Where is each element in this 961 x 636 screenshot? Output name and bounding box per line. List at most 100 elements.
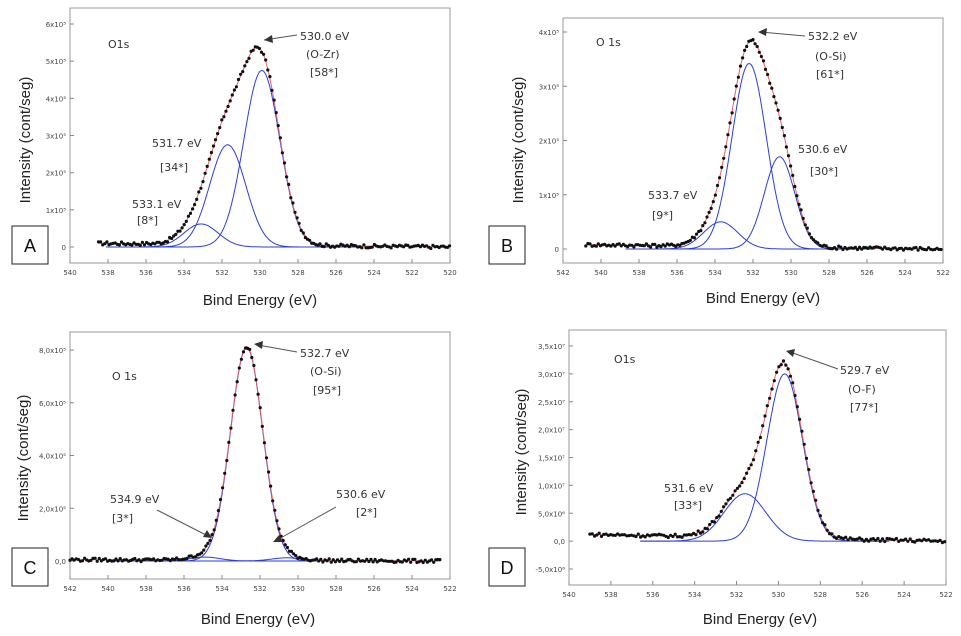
panel-c-data-point [103, 557, 108, 561]
panel-a-data-point [251, 48, 255, 52]
panel-c-data-point [273, 508, 277, 512]
panel-d-data-point [811, 489, 816, 493]
panel-a-data-point [259, 50, 264, 54]
panel-d-data-point [793, 393, 797, 398]
panel-d-data-point [913, 540, 917, 544]
panel-d-y-tick-label: 3,5x10⁷ [538, 343, 565, 351]
panel-a-data-point [105, 240, 109, 244]
panel-d-data-point [754, 449, 758, 453]
panel-c-data-point [248, 347, 252, 351]
panel-c-data-point [210, 533, 214, 537]
panel-b-data-point [713, 193, 718, 197]
panel-a-data-point [211, 144, 216, 148]
panel-d-y-tick-label: 0,0 [554, 538, 565, 546]
panel-b-data-point [732, 97, 736, 101]
panel-d-data-point [876, 536, 880, 541]
panel-c-data-point [233, 393, 237, 397]
panel-a-data-point [285, 175, 289, 179]
panel-c-data-point [333, 560, 337, 564]
panel-a-data-point [318, 242, 322, 246]
panel-a-data-point [301, 231, 305, 235]
panel-a-peak1-energy: 530.0 eV [300, 30, 350, 43]
panel-b-data-point [761, 59, 766, 63]
panel-b-data-point [816, 241, 820, 245]
panel-d-data-point [745, 471, 749, 475]
panel-b-data-point [584, 244, 588, 248]
panel-a-y-axis-label: Intensity (cont/seg) [17, 77, 34, 204]
panel-b-data-point [759, 54, 764, 59]
panel-b-arrow [759, 31, 806, 37]
panel-d-data-point [590, 532, 594, 536]
panel-d-title: O1s [614, 353, 636, 366]
panel-d-data-point [634, 534, 638, 539]
panel-a-peak2-energy: 531.7 eV [152, 137, 202, 150]
panel-d-peak1-bond: (O-F) [848, 383, 876, 396]
panel-b-data-point [839, 245, 843, 249]
panel-b-data-point [649, 245, 653, 249]
panel-b-data-point [692, 236, 697, 240]
panel-b-data-point [642, 244, 646, 248]
panel-b-arrowhead [758, 28, 767, 36]
panel-d-data-point [931, 539, 935, 543]
panel-a-y-tick-label: 0 [62, 244, 66, 252]
panel-c-data-point [409, 560, 413, 564]
panel-b-data-point [659, 245, 663, 249]
panel-b-data-point [855, 247, 860, 252]
panel-d-data-point [908, 537, 912, 541]
panel-a-letter-box [11, 225, 49, 265]
panel-c-data-point [225, 458, 229, 463]
panel-d-data-point [795, 405, 799, 409]
panel-d-data-point [899, 538, 903, 542]
panel-a-peak3-energy: 533.1 eV [132, 198, 182, 211]
panel-d-data-point [763, 414, 767, 418]
panel-b-data-point [939, 247, 943, 252]
panel-c-data-point [223, 471, 227, 475]
panel-c-peak1-energy: 532.7 eV [300, 347, 350, 360]
panel-a-x-tick-label: 524 [367, 269, 381, 277]
panel-a-data-point [322, 245, 326, 249]
panel-d-data-point [818, 514, 822, 518]
panel-d-data-point [756, 440, 760, 444]
panel-b-x-tick-labels: 542 540 538 536 534 532 530 528 526 524 522 [556, 269, 949, 277]
panel-c-data-point [354, 560, 358, 564]
panel-b-data-point [718, 176, 722, 180]
panel-d-data-point [694, 533, 698, 537]
panel-b-data-point [799, 208, 803, 212]
panel-a-x-tick-label: 520 [443, 269, 456, 277]
panel-b-data-point [743, 48, 747, 53]
panel-c-data-point [231, 408, 235, 412]
panel-b-peak3-energy: 533.7 eV [648, 189, 698, 202]
panel-a-data-point [295, 216, 299, 220]
panel-d-data-point [733, 489, 737, 493]
panel-a-data-point [236, 77, 241, 82]
panel-a-y-tick-label: 2x10⁵ [46, 170, 67, 178]
panel-a-data-point [289, 196, 293, 200]
panel-b-data-point [776, 108, 780, 112]
panel-d-data-point [761, 424, 765, 428]
panel-d-component-peak-2 [640, 373, 890, 542]
panel-d-data-point [689, 533, 693, 537]
panel-a-data-point [230, 93, 234, 97]
panel-d-data-point [798, 417, 802, 421]
panel-b-data-point [730, 111, 734, 115]
panel-b-data-point [797, 202, 801, 206]
panel-d-arrow [789, 351, 839, 370]
panel-d-y-axis-label: Intensity (cont/seg) [513, 389, 530, 516]
panel-a-title: O1s [108, 38, 130, 51]
panel-c-arrow-right [276, 506, 337, 541]
panel-c-data-point [432, 560, 436, 564]
panel-d-x-tick-label: 536 [646, 591, 660, 599]
panel-a-y-tick-label: 6x10⁵ [46, 21, 67, 29]
panel-c-data-point [283, 543, 287, 547]
panel-c-x-tick-label: 532 [253, 585, 266, 593]
panel-d-data-point [768, 396, 772, 400]
panel-b-data-point [782, 134, 787, 138]
panel-b-data-point [594, 244, 598, 248]
panel-c-data-point [216, 509, 220, 513]
panel-a-data-point [272, 98, 276, 102]
panel-d-data-point [880, 537, 885, 541]
panel-d-peak2-energy: 531.6 eV [664, 482, 714, 495]
panel-a-x-tick-label: 532 [215, 269, 228, 277]
panel-a-data-point [448, 244, 452, 248]
panel-b-data-point [916, 248, 920, 252]
